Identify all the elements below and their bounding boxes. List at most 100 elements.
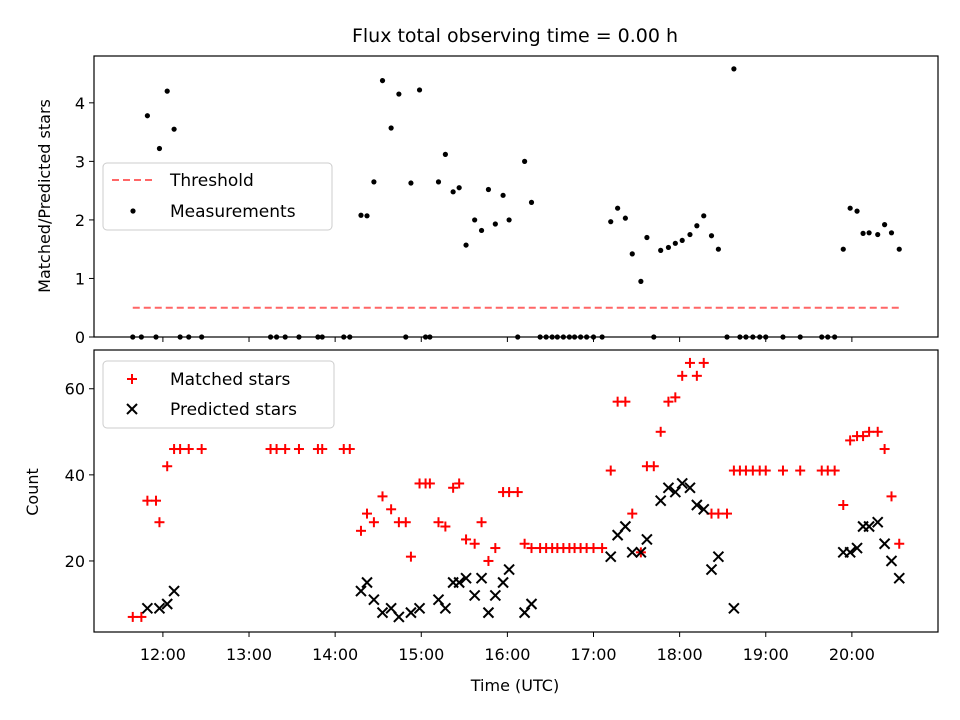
y-tick-label: 60 (65, 380, 85, 399)
legend-frame (102, 360, 335, 429)
predicted-star-point (851, 542, 863, 554)
legend-threshold-label: Threshold (169, 171, 254, 191)
predicted-star-point (893, 572, 905, 584)
measurement-point (358, 212, 364, 218)
predicted-star-point (361, 576, 373, 589)
predicted-star-point (863, 520, 875, 533)
measurement-point (416, 87, 423, 93)
x-tick-label: 20:00 (829, 645, 875, 664)
y-tick-label: 40 (65, 466, 85, 485)
measurement-point (463, 242, 469, 248)
matched-star-point (829, 465, 840, 476)
legend-measurement-swatch (130, 208, 136, 214)
measurement-point (364, 213, 370, 219)
predicted-star-point (878, 538, 891, 550)
matched-star-point (845, 435, 856, 446)
matched-star-point (344, 444, 355, 455)
matched-star-point (519, 538, 530, 549)
measurement-point (875, 231, 881, 238)
x-axis-label: Time (UTC) (470, 676, 559, 695)
measurement-point (388, 125, 394, 131)
measurement-point (506, 217, 512, 223)
predicted-star-point (439, 602, 452, 615)
chart-title: Flux total observing time = 0.00 h (352, 25, 678, 47)
predicted-star-point (518, 606, 531, 619)
matched-star-point (400, 517, 411, 528)
matched-star-point (504, 487, 515, 498)
measurement-point (840, 246, 846, 252)
measurement-point (888, 230, 895, 236)
measurement-point (442, 151, 448, 157)
matched-star-point (368, 517, 379, 528)
measurement-point (731, 66, 737, 72)
predicted-star-point (482, 606, 495, 619)
measurement-point (687, 231, 693, 238)
matched-star-point (886, 491, 897, 502)
bottom-panel: 20 40 60 12:00 13:00 14:00 15:00 16:00 17:00 18:0… (65, 349, 939, 664)
predicted-star-point (489, 589, 502, 602)
matched-star-point (722, 508, 732, 519)
measurement-point (708, 233, 715, 239)
matched-star-point (655, 426, 666, 437)
predicted-star-point (153, 602, 166, 615)
measurement-point (435, 179, 442, 185)
matched-star-point (526, 543, 537, 554)
predicted-star-point (635, 546, 647, 559)
predicted-star-point (376, 606, 389, 619)
matched-star-point (196, 444, 207, 455)
measurement-point (472, 217, 478, 223)
measurement-point (379, 77, 386, 84)
measurement-point (371, 179, 377, 185)
matched-star-point (795, 465, 806, 476)
measurement-point (156, 145, 163, 152)
x-tick-label: 17:00 (570, 645, 616, 664)
predicted-star-point (654, 494, 667, 507)
predicted-star-point (475, 572, 488, 584)
predicted-star-point (432, 594, 445, 606)
matched-star-point (440, 521, 451, 532)
top-legend: Threshold Measurements (102, 162, 333, 231)
matched-star-point (648, 461, 659, 472)
matched-star-point (151, 495, 162, 506)
measurement-point (528, 199, 535, 205)
predicted-star-point (698, 503, 710, 516)
x-tick-label: 15:00 (398, 645, 444, 664)
measurement-point (715, 246, 721, 252)
predicted-star-point (844, 546, 856, 559)
matched-star-point (663, 396, 674, 407)
predicted-star-point (662, 482, 675, 494)
matched-star-point (476, 517, 487, 528)
x-tick-label: 18:00 (657, 645, 703, 664)
matched-star-point (448, 482, 459, 493)
x-tick-label: 12:00 (140, 645, 186, 664)
y-tick-label: 4 (75, 94, 85, 113)
y-tick-label: 0 (75, 328, 85, 347)
predicted-star-point (355, 585, 367, 597)
predicted-star-point (497, 576, 509, 589)
measurement-point (396, 91, 402, 97)
measurement-point (629, 251, 635, 257)
measurement-point (658, 247, 664, 253)
matched-star-point (894, 538, 905, 549)
matched-star-point (620, 396, 631, 407)
matched-star-point (864, 426, 875, 437)
predicted-star-point (619, 520, 632, 533)
legend-measurement-label: Measurements (170, 202, 296, 222)
matched-star-point (605, 465, 616, 476)
matched-star-point (424, 478, 435, 489)
matched-star-point (433, 517, 444, 528)
matched-star-point (512, 487, 523, 498)
measurement-point (854, 208, 860, 214)
legend-frame (102, 162, 333, 231)
legend-predicted-swatch (126, 403, 138, 415)
bottom-y-axis-label: Count (23, 468, 42, 516)
axes-frame (93, 349, 939, 633)
measurement-point (615, 205, 621, 211)
matched-star-point (713, 508, 724, 519)
predicted-star-point (453, 576, 465, 589)
matched-star-point (588, 543, 599, 554)
predicted-star-point (468, 589, 481, 602)
predicted-star-point (641, 533, 653, 546)
matched-star-point (691, 370, 702, 381)
